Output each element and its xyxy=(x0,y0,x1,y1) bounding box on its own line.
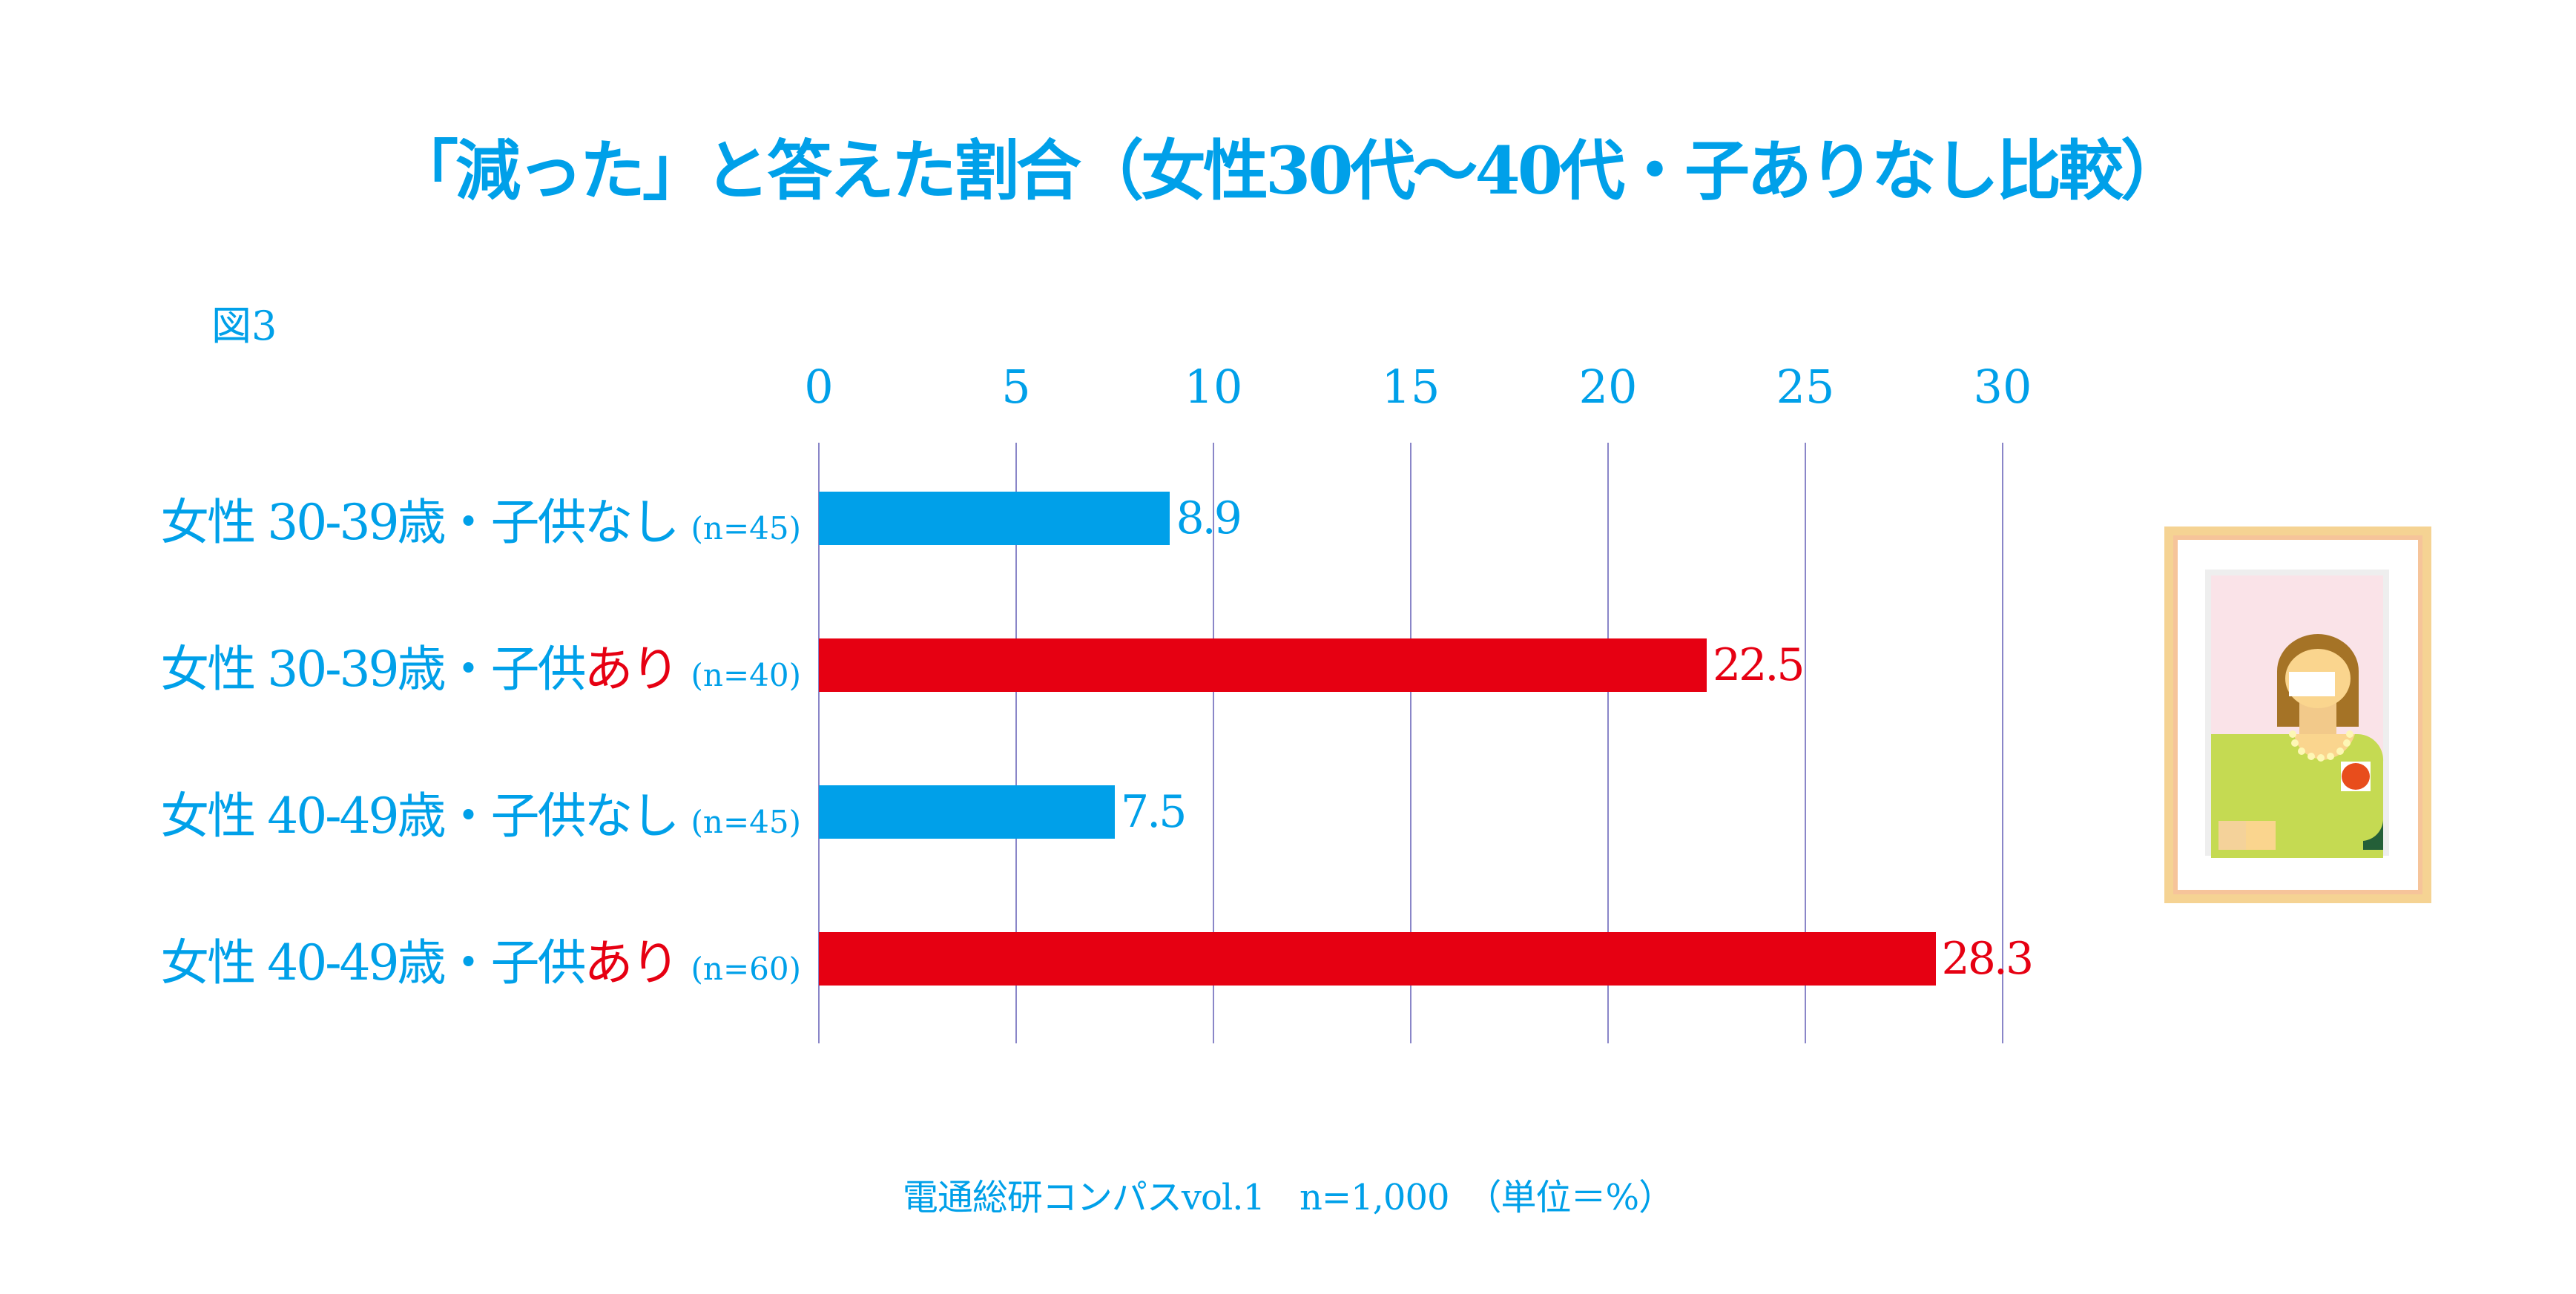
category-label: 女性 30-39歳・子供なし (n=45) xyxy=(160,483,801,554)
sample-size: (n=45) xyxy=(691,510,801,547)
x-tick-label: 30 xyxy=(1973,360,2032,414)
x-tick-label: 0 xyxy=(804,360,834,414)
category-suffix: なし xyxy=(584,788,680,845)
data-label: 8.9 xyxy=(1176,492,1242,544)
x-tick-label: 20 xyxy=(1578,360,1638,414)
gridline xyxy=(1015,443,1017,1043)
data-label: 28.3 xyxy=(1941,933,2035,985)
category-label: 女性 40-49歳・子供あり (n=60) xyxy=(160,923,801,994)
category-prefix: 女性 40-49歳・子供 xyxy=(160,934,586,991)
bar-1 xyxy=(819,492,1170,545)
gridline xyxy=(1213,443,1214,1043)
sample-size: (n=40) xyxy=(691,657,801,693)
gridline xyxy=(818,443,820,1043)
x-tick-label: 15 xyxy=(1381,360,1440,414)
category-suffix: あり xyxy=(584,934,680,991)
gridline xyxy=(1410,443,1411,1043)
figure-label: 図3 xyxy=(211,303,277,349)
gridline xyxy=(2002,443,2003,1043)
gridline xyxy=(1805,443,1806,1043)
category-prefix: 女性 30-39歳・子供 xyxy=(160,494,586,551)
x-tick-label: 10 xyxy=(1184,360,1243,414)
category-label: 女性 30-39歳・子供あり (n=40) xyxy=(160,630,801,701)
bar-4 xyxy=(819,932,1936,986)
sample-size: (n=60) xyxy=(691,951,801,987)
bar-3 xyxy=(819,785,1115,839)
data-label: 22.5 xyxy=(1713,639,1805,691)
sample-size: (n=45) xyxy=(691,804,801,840)
category-prefix: 女性 30-39歳・子供 xyxy=(160,641,586,698)
category-prefix: 女性 40-49歳・子供 xyxy=(160,788,586,845)
chart-footer: 電通総研コンパスvol.1 n=1,000 （単位＝%） xyxy=(902,1177,1674,1218)
category-label: 女性 40-49歳・子供なし (n=45) xyxy=(160,776,801,848)
framed-portrait-illustration xyxy=(2164,526,2431,903)
chart-title: 「減った」と答えた割合（女性30代〜40代・子ありなし比較） xyxy=(393,132,2186,209)
bar-2 xyxy=(819,638,1707,692)
category-suffix: あり xyxy=(584,641,680,698)
gridline xyxy=(1607,443,1609,1043)
category-suffix: なし xyxy=(584,494,680,551)
data-label: 7.5 xyxy=(1121,786,1187,838)
x-tick-label: 5 xyxy=(1001,360,1031,414)
x-tick-label: 25 xyxy=(1776,360,1835,414)
